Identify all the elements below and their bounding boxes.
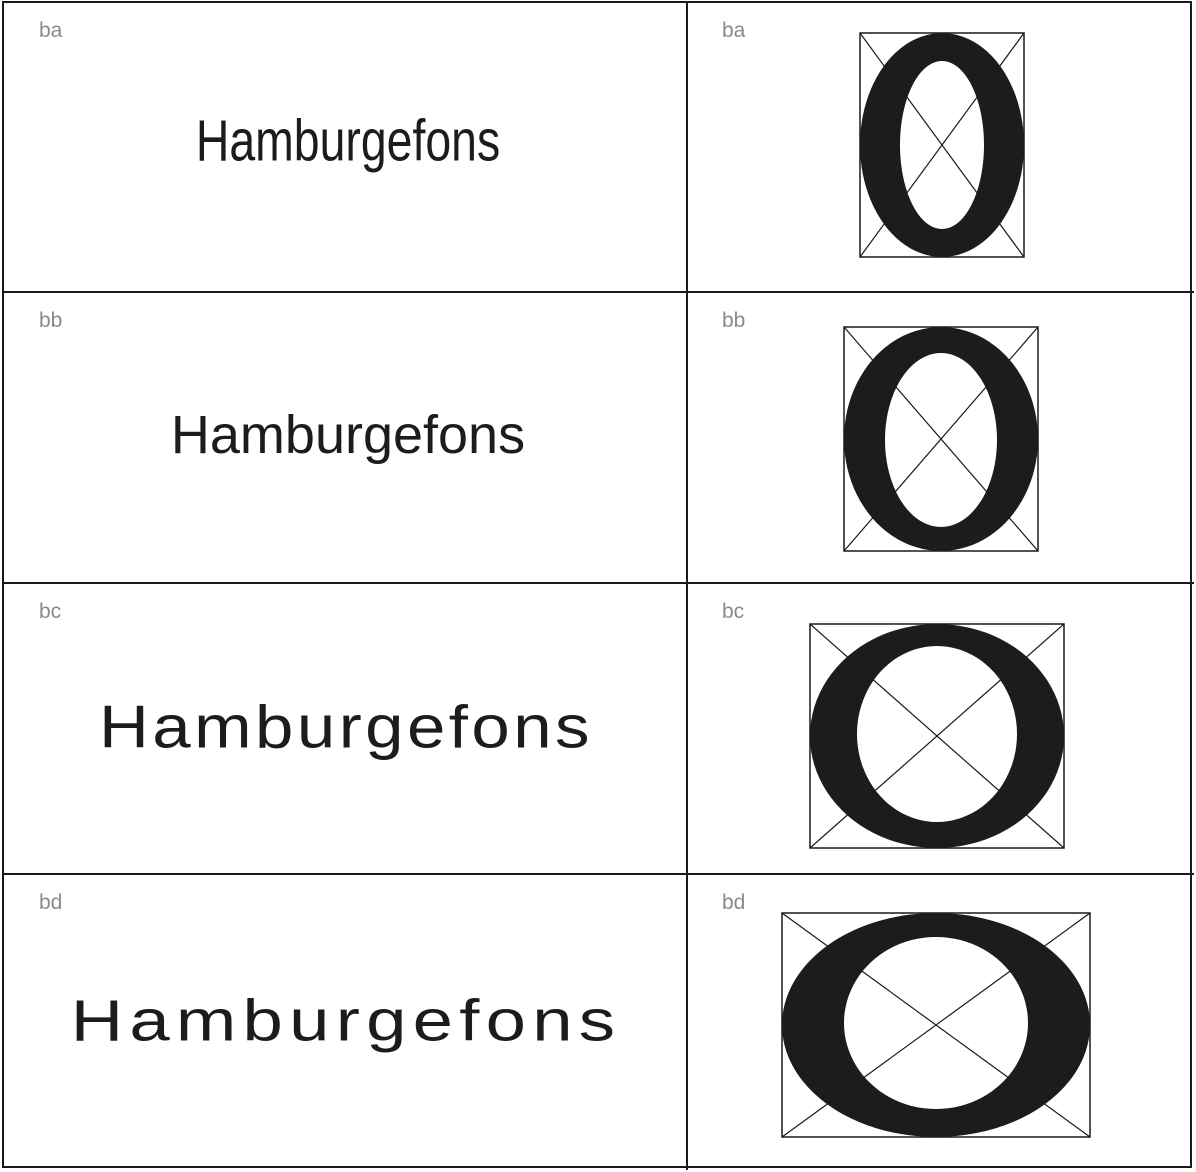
row-label: ba: [722, 19, 746, 42]
sample-word: Hamburgefons: [170, 405, 526, 465]
letter-o-diagram: [859, 32, 1025, 258]
row-label: bc: [39, 600, 62, 623]
diagonal-line: [843, 326, 1039, 552]
row-label: bd: [39, 891, 63, 914]
row-label: bd: [722, 891, 746, 914]
diagonal-line: [809, 623, 1065, 849]
row-label: bb: [722, 309, 746, 332]
word-cell-bb: bb Hamburgefons: [4, 293, 688, 584]
word-cell-bc: bc Hamburgefons: [4, 584, 688, 875]
diagonal-line: [859, 32, 1025, 258]
letter-o-cell-ba: ba: [688, 3, 1194, 293]
sample-word: Hamburgefons: [70, 988, 622, 1054]
letter-o-diagram: [809, 623, 1065, 849]
letter-o-cell-bb: bb: [688, 293, 1194, 584]
row-label: bc: [722, 600, 745, 623]
word-cell-ba: ba Hamburgefons: [4, 3, 688, 293]
diagonal-line: [781, 912, 1091, 1138]
sample-word: Hamburgefons: [195, 108, 501, 174]
word-cell-bd: bd Hamburgefons: [4, 875, 688, 1170]
letter-o-cell-bd: bd: [688, 875, 1194, 1170]
letter-o-cell-bc: bc: [688, 584, 1194, 875]
row-label: bb: [39, 309, 63, 332]
letter-o-diagram: [781, 912, 1091, 1138]
row-label: ba: [39, 19, 63, 42]
letter-o-diagram: [843, 326, 1039, 552]
sample-word: Hamburgefons: [99, 693, 593, 761]
